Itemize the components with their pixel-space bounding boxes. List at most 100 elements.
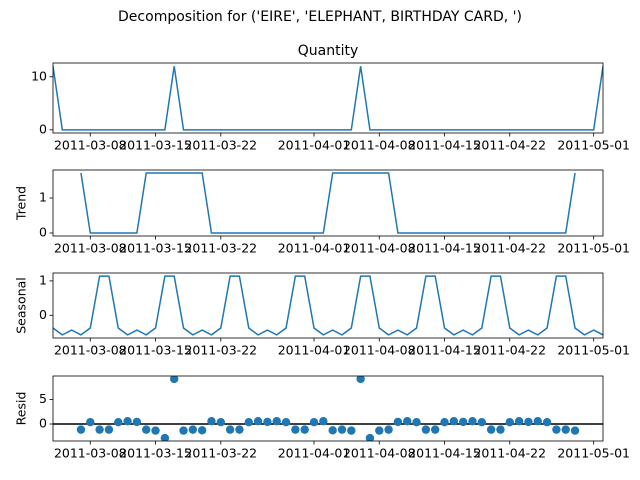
resid-point [514,417,524,426]
resid-point [496,425,505,434]
x-tick-label: 2011-04-15 [408,138,481,153]
resid-point [505,417,514,427]
resid-point [132,417,142,427]
y-tick-label: 5 [39,391,47,406]
resid-point [309,417,319,427]
x-tick-label: 2011-05-01 [557,343,630,358]
x-tick-label: 2011-04-01 [278,138,351,153]
x-tick-label: 2011-03-08 [54,241,127,256]
y-axis-label: Trend [14,186,29,221]
resid-point [486,425,496,434]
resid-point [449,417,459,426]
resid-point [356,376,365,384]
resid-point [542,417,552,427]
resid-point [328,426,337,435]
x-tick-label: 2011-03-15 [119,446,192,461]
figure-title: Decomposition for ('EIRE', 'ELEPHANT, BI… [118,9,522,25]
x-tick-label: 2011-04-22 [473,138,546,153]
x-tick-label: 2011-03-22 [184,241,257,256]
series-line [80,172,576,234]
x-tick-label: 2011-05-01 [557,138,630,153]
x-tick-label: 2011-04-08 [343,446,416,461]
resid-point [281,417,291,427]
x-tick-label: 2011-04-08 [343,343,416,358]
x-tick-label: 2011-05-01 [557,241,630,256]
resid-point [104,425,114,434]
x-tick-label: 2011-04-15 [408,241,481,256]
y-tick-label: 1 [39,272,47,287]
x-tick-label: 2011-05-01 [557,446,630,461]
resid-point [188,425,198,434]
resid-point [468,417,477,426]
axes-frame [52,62,604,134]
y-tick-label: 0 [39,307,47,322]
x-tick-label: 2011-03-08 [54,446,127,461]
x-tick-label: 2011-03-08 [54,343,127,358]
resid-point [197,426,207,435]
resid-point [86,417,95,427]
x-tick-label: 2011-03-15 [119,343,192,358]
y-axis-label: Seasonal [14,277,29,334]
x-tick-label: 2011-03-22 [184,343,257,358]
x-tick-label: 2011-03-22 [184,138,257,153]
resid-point [412,417,421,427]
resid-point [216,417,225,427]
resid-point [160,433,170,441]
resid-point [403,417,412,426]
resid-point [272,417,281,426]
resid-point [393,417,403,427]
resid-point [207,417,216,426]
series-line [53,275,603,336]
resid-point [76,425,86,434]
y-tick-label: 0 [39,121,47,136]
resid-point [347,426,356,435]
x-tick-label: 2011-04-22 [473,241,546,256]
x-tick-label: 2011-04-22 [473,446,546,461]
x-tick-label: 2011-04-15 [408,343,481,358]
y-tick-label: 0 [39,224,47,239]
resid-point [431,425,440,434]
y-tick-label: 10 [31,68,47,83]
x-tick-label: 2011-03-22 [184,446,257,461]
resid-point [384,425,393,434]
axes-frame [52,375,604,442]
subplot-title: Quantity [298,43,359,59]
resid-point [300,425,309,434]
resid-point [524,417,533,427]
resid-point [235,425,244,434]
series-line [53,66,603,131]
resid-point [123,417,132,426]
x-tick-label: 2011-04-22 [473,343,546,358]
x-tick-label: 2011-04-01 [278,241,351,256]
resid-point [458,417,468,427]
resid-point [142,425,151,434]
resid-point [319,417,328,426]
y-axis-label: Resid [14,392,29,426]
resid-point [375,426,384,435]
resid-point [225,425,235,434]
x-tick-label: 2011-04-01 [278,343,351,358]
x-tick-label: 2011-04-08 [343,241,416,256]
axes-frame [52,272,604,339]
x-tick-label: 2011-04-15 [408,446,481,461]
resid-point [114,417,123,427]
resid-point [263,417,272,427]
resid-point [179,426,188,435]
resid-point [561,425,570,434]
resid-point [244,417,253,427]
x-tick-label: 2011-04-01 [278,446,351,461]
resid-point [291,425,300,434]
resid-point [151,426,160,435]
y-tick-label: 1 [39,189,47,204]
x-tick-label: 2011-03-15 [119,138,192,153]
x-tick-label: 2011-03-15 [119,241,192,256]
resid-point [95,425,104,434]
resid-point [440,417,449,427]
x-tick-label: 2011-04-08 [343,138,416,153]
resid-point [421,425,431,434]
resid-point [169,376,179,384]
resid-point [477,417,487,427]
resid-point [337,425,347,434]
y-tick-label: 0 [39,416,47,431]
